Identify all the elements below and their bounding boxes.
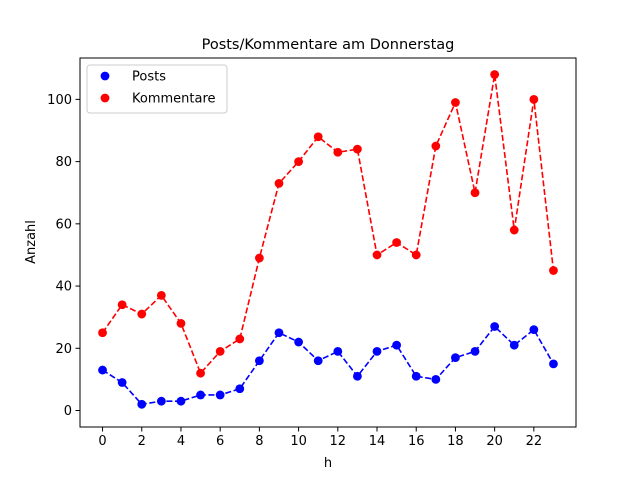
chart-title: Posts/Kommentare am Donnerstag	[202, 37, 455, 53]
data-point-kommentare	[529, 94, 539, 104]
data-point-posts	[509, 340, 519, 350]
x-tick-label: 8	[255, 434, 263, 449]
data-point-posts	[156, 396, 166, 406]
data-point-kommentare	[509, 225, 519, 235]
x-tick-label: 22	[526, 434, 543, 449]
data-point-posts	[117, 378, 127, 387]
legend-box	[86, 64, 228, 114]
data-point-posts	[176, 396, 186, 406]
data-point-posts	[215, 390, 225, 400]
data-point-kommentare	[98, 328, 107, 338]
data-point-kommentare	[451, 98, 460, 107]
data-point-posts	[235, 384, 245, 394]
x-tick-label: 6	[216, 434, 224, 449]
data-point-posts	[529, 325, 539, 335]
y-tick-label: 40	[55, 280, 72, 295]
data-point-kommentare	[313, 132, 323, 142]
data-point-kommentare	[353, 144, 362, 154]
data-point-kommentare	[549, 266, 558, 275]
x-tick-label: 18	[447, 434, 464, 449]
legend-label-kommentare: Kommentare	[132, 92, 216, 107]
y-tick-label: 20	[55, 342, 72, 357]
data-point-posts	[411, 371, 421, 381]
plot-frame	[79, 57, 577, 428]
data-point-posts	[372, 346, 382, 356]
x-tick-label: 16	[408, 434, 425, 449]
data-point-posts	[431, 374, 441, 384]
legend: Posts Kommentare	[86, 64, 228, 114]
x-tick-label: 2	[138, 434, 146, 449]
y-tick-label: 100	[47, 93, 72, 108]
data-point-posts	[294, 337, 303, 347]
x-tick-label: 0	[98, 434, 106, 449]
x-tick-label: 14	[369, 434, 386, 449]
data-point-posts	[254, 356, 264, 366]
data-point-kommentare	[254, 253, 264, 263]
data-point-posts	[333, 346, 343, 356]
data-point-kommentare	[490, 70, 500, 79]
data-point-posts	[470, 346, 480, 356]
data-point-posts	[392, 340, 402, 350]
data-point-posts	[451, 353, 460, 363]
data-point-posts	[353, 371, 362, 381]
y-tick-label: 60	[55, 217, 72, 232]
data-point-kommentare	[411, 250, 421, 260]
x-tick-label: 20	[486, 434, 503, 449]
x-tick-label: 10	[290, 434, 307, 449]
x-tick-label: 4	[177, 434, 185, 449]
y-tick-label: 80	[55, 155, 72, 170]
data-point-kommentare	[470, 188, 480, 198]
data-point-kommentare	[196, 368, 205, 378]
x-tick-label: 12	[330, 434, 347, 449]
legend-label-posts: Posts	[132, 70, 166, 85]
data-point-posts	[490, 322, 500, 331]
legend-marker-kommentare	[100, 93, 110, 103]
data-point-posts	[98, 365, 107, 375]
data-point-kommentare	[176, 318, 186, 328]
data-point-posts	[274, 328, 284, 338]
data-point-kommentare	[235, 334, 245, 344]
data-point-kommentare	[392, 238, 402, 247]
data-point-posts	[137, 399, 147, 409]
data-point-kommentare	[137, 309, 147, 319]
data-point-posts	[196, 390, 205, 400]
y-tick-label: 0	[64, 404, 72, 419]
data-point-kommentare	[294, 157, 303, 167]
x-axis-title: h	[324, 456, 332, 471]
data-point-posts	[549, 359, 558, 369]
series-line-kommentare	[101, 73, 555, 374]
plot-area: 0 2 4 6 8 10 12 14 16 18 20 22 0 20 40 60 80 100	[47, 57, 577, 449]
data-point-kommentare	[431, 141, 441, 151]
data-point-kommentare	[333, 147, 343, 157]
data-point-kommentare	[274, 178, 284, 188]
data-point-posts	[313, 356, 323, 366]
legend-marker-posts	[100, 71, 110, 81]
data-point-kommentare	[117, 300, 127, 310]
data-point-kommentare	[372, 250, 382, 260]
y-axis-title: Anzahl	[24, 220, 39, 264]
data-point-kommentare	[156, 290, 166, 300]
data-point-kommentare	[215, 346, 225, 356]
